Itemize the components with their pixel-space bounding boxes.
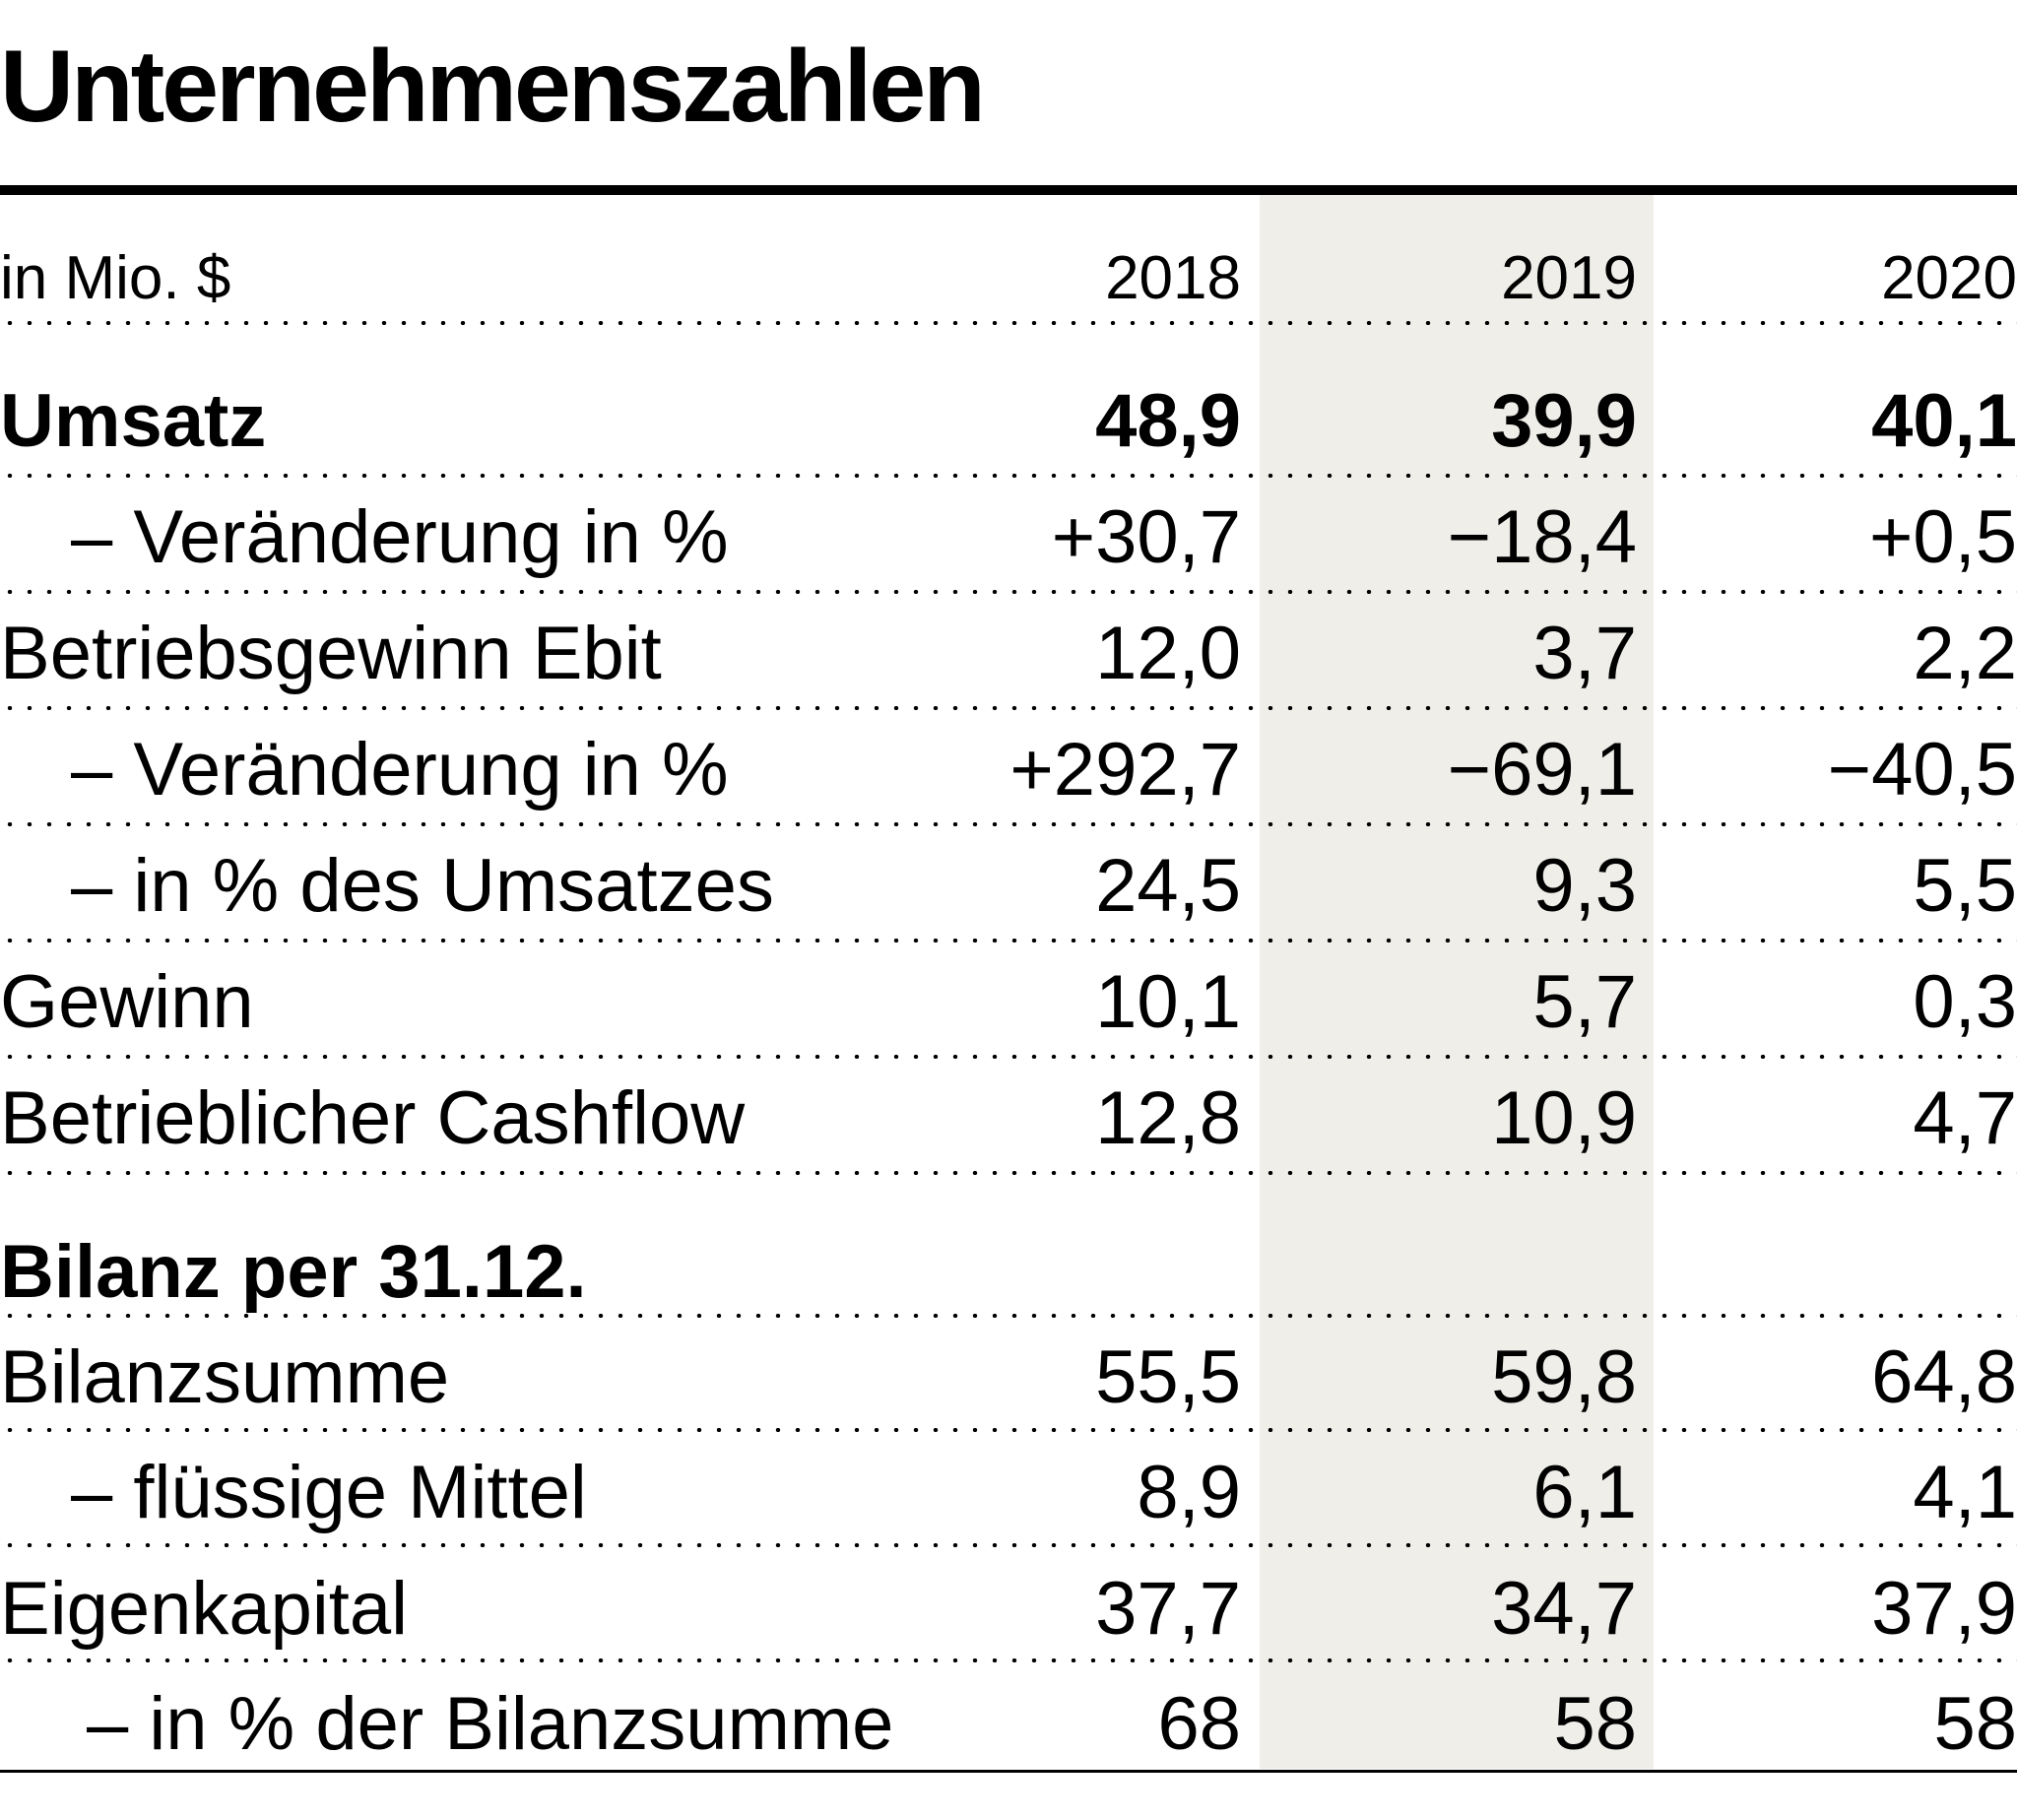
cell-value: 10,9: [1491, 1076, 1637, 1160]
row-label: Umsatz: [0, 379, 267, 463]
cell-value: 12,8: [1095, 1076, 1241, 1160]
cell-value: 37,9: [1871, 1567, 2017, 1651]
column-header-2018: 2018: [1105, 244, 1241, 312]
highlight-column-2019: [1260, 195, 1654, 1769]
row-label: Gewinn: [0, 960, 254, 1044]
unit-label: in Mio. $: [0, 244, 231, 312]
row-label: – Veränderung in %: [71, 495, 729, 579]
column-header-2020: 2020: [1881, 244, 2017, 312]
cell-value: 48,9: [1095, 379, 1241, 463]
section-heading: Bilanz per 31.12.: [0, 1230, 587, 1314]
cell-value: 10,1: [1095, 960, 1241, 1044]
dotted-divider: [0, 321, 2017, 325]
dotted-divider: [0, 590, 2017, 594]
dotted-divider: [0, 1171, 2017, 1175]
cell-value: +292,7: [1009, 728, 1241, 812]
cell-value: 40,1: [1871, 379, 2017, 463]
cell-value: 0,3: [1913, 960, 2017, 1044]
dotted-divider: [0, 1543, 2017, 1547]
cell-value: 68: [1157, 1682, 1241, 1766]
dotted-divider: [0, 1428, 2017, 1432]
column-header-2019: 2019: [1501, 244, 1637, 312]
cell-value: 24,5: [1095, 844, 1241, 928]
cell-value: 64,8: [1871, 1335, 2017, 1419]
dotted-divider: [0, 1314, 2017, 1318]
cell-value: 6,1: [1532, 1451, 1637, 1534]
cell-value: 9,3: [1532, 844, 1637, 928]
row-label: Betriebsgewinn Ebit: [0, 612, 662, 695]
row-label: Betrieblicher Cashflow: [0, 1076, 746, 1160]
row-label: – flüssige Mittel: [71, 1451, 587, 1534]
cell-value: +30,7: [1051, 495, 1241, 579]
dotted-divider: [0, 706, 2017, 710]
cell-value: −18,4: [1447, 495, 1637, 579]
cell-value: 4,7: [1913, 1076, 2017, 1160]
cell-value: 2,2: [1913, 612, 2017, 695]
cell-value: 5,5: [1913, 844, 2017, 928]
cell-value: 55,5: [1095, 1335, 1241, 1419]
dotted-divider: [0, 822, 2017, 826]
cell-value: +0,5: [1868, 495, 2017, 579]
dotted-divider: [0, 939, 2017, 942]
bottom-rule: [0, 1770, 2017, 1773]
cell-value: 37,7: [1095, 1567, 1241, 1651]
cell-value: 4,1: [1913, 1451, 2017, 1534]
cell-value: −40,5: [1827, 728, 2017, 812]
cell-value: −69,1: [1447, 728, 1637, 812]
cell-value: 8,9: [1137, 1451, 1241, 1534]
row-label: – Veränderung in %: [71, 728, 729, 812]
row-label: Eigenkapital: [0, 1567, 409, 1651]
dotted-divider: [0, 1055, 2017, 1059]
dotted-divider: [0, 1658, 2017, 1662]
cell-value: 39,9: [1491, 379, 1637, 463]
table-title: Unternehmenszahlen: [0, 30, 986, 144]
top-rule: [0, 185, 2017, 195]
cell-value: 34,7: [1491, 1567, 1637, 1651]
cell-value: 58: [1933, 1682, 2017, 1766]
cell-value: 12,0: [1095, 612, 1241, 695]
row-label: Bilanzsumme: [0, 1335, 450, 1419]
dotted-divider: [0, 474, 2017, 478]
cell-value: 59,8: [1491, 1335, 1637, 1419]
cell-value: 3,7: [1532, 612, 1637, 695]
row-label: – in % der Bilanzsumme: [87, 1682, 894, 1766]
row-label: – in % des Umsatzes: [71, 844, 774, 928]
cell-value: 5,7: [1532, 960, 1637, 1044]
cell-value: 58: [1553, 1682, 1637, 1766]
